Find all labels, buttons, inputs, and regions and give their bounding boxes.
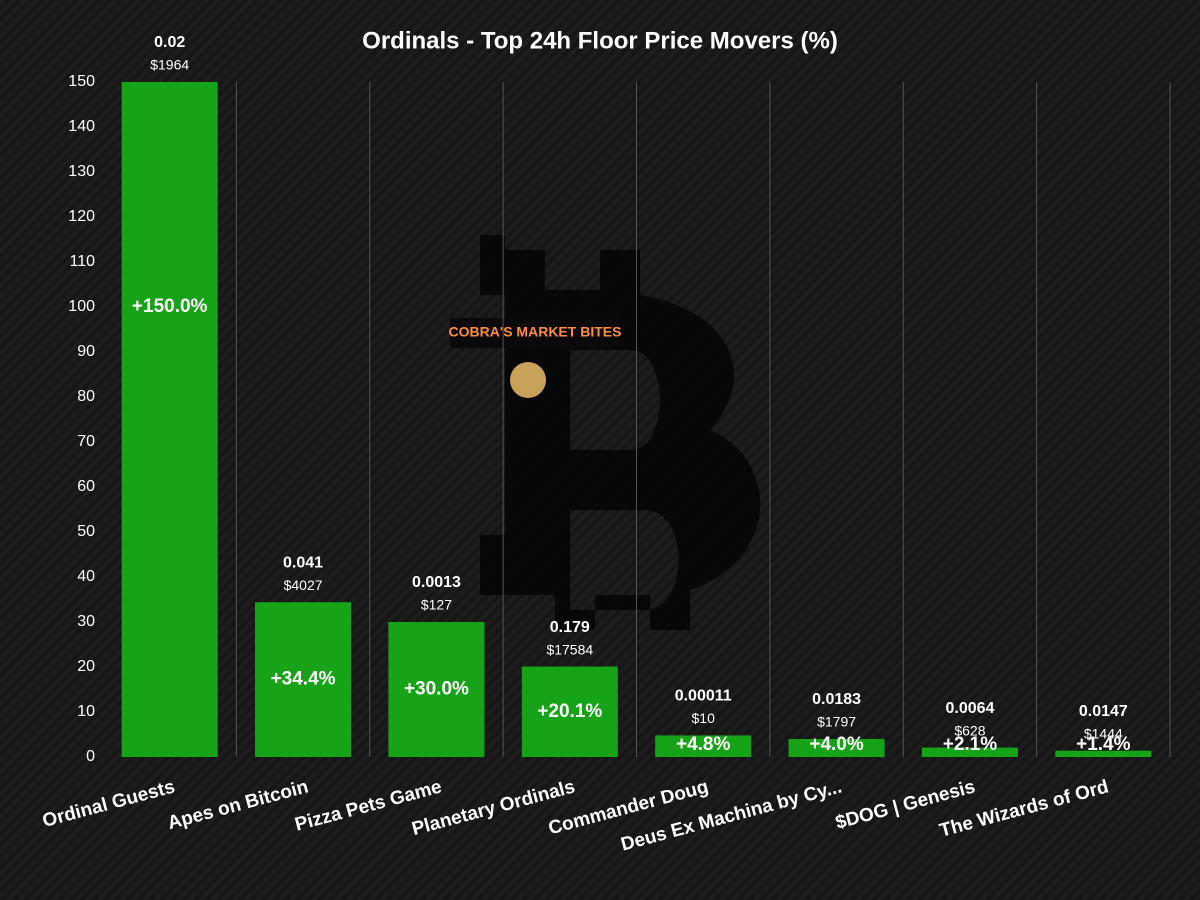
floor-price-label: 0.179	[550, 619, 590, 636]
floor-price-label: 0.041	[283, 554, 323, 571]
y-tick-label: 150	[68, 73, 95, 90]
watermark-avatar	[510, 362, 546, 398]
y-tick-label: 70	[77, 433, 95, 450]
y-tick-label: 40	[77, 568, 95, 585]
floor-price-label: 0.02	[154, 34, 185, 51]
y-tick-label: 90	[77, 343, 95, 360]
y-tick-label: 120	[68, 208, 95, 225]
bar	[921, 747, 1018, 757]
floor-price-label: 0.00011	[675, 688, 732, 705]
bar	[121, 82, 218, 757]
bar	[1055, 750, 1152, 757]
watermark-box	[450, 318, 620, 348]
y-tick-label: 110	[69, 253, 95, 270]
y-tick-label: 0	[86, 748, 95, 765]
usd-price-label: $10	[692, 710, 716, 726]
usd-price-label: $4027	[284, 577, 323, 593]
usd-price-label: $1797	[817, 714, 856, 730]
floor-price-label: 0.0147	[1079, 703, 1128, 720]
bar	[788, 739, 885, 757]
watermark: COBRA'S MARKET BITES	[449, 324, 622, 340]
value-label: +30.0%	[404, 679, 469, 700]
value-label: +2.1%	[943, 734, 998, 755]
y-tick-label: 100	[68, 298, 95, 315]
bar	[655, 735, 752, 757]
y-tick-label: 80	[77, 388, 95, 405]
value-label: +34.4%	[271, 669, 336, 690]
y-tick-label: 30	[77, 613, 95, 630]
value-label: +150.0%	[132, 296, 208, 317]
usd-price-label: $1444	[1084, 725, 1123, 741]
value-label: +4.8%	[676, 734, 731, 755]
floor-price-label: 0.0183	[812, 691, 861, 708]
usd-price-label: $628	[954, 722, 985, 738]
y-tick-label: 10	[77, 703, 95, 720]
floor-price-label: 0.0064	[945, 700, 994, 717]
usd-price-label: $17584	[546, 641, 593, 657]
bar	[521, 666, 618, 757]
chart-title: Ordinals - Top 24h Floor Price Movers (%…	[362, 27, 838, 54]
floor-price-label: 0.0013	[412, 574, 461, 591]
y-tick-label: 130	[68, 163, 95, 180]
y-tick-label: 60	[77, 478, 95, 495]
y-tick-label: 140	[68, 118, 95, 135]
usd-price-label: $127	[421, 597, 452, 613]
bar	[255, 602, 352, 757]
usd-price-label: $1964	[150, 57, 189, 73]
y-tick-label: 50	[77, 523, 95, 540]
y-tick-label: 20	[77, 658, 95, 675]
value-label: +1.4%	[1076, 734, 1131, 755]
value-label: +20.1%	[537, 701, 602, 722]
value-label: +4.0%	[809, 734, 864, 755]
bar	[388, 622, 485, 757]
